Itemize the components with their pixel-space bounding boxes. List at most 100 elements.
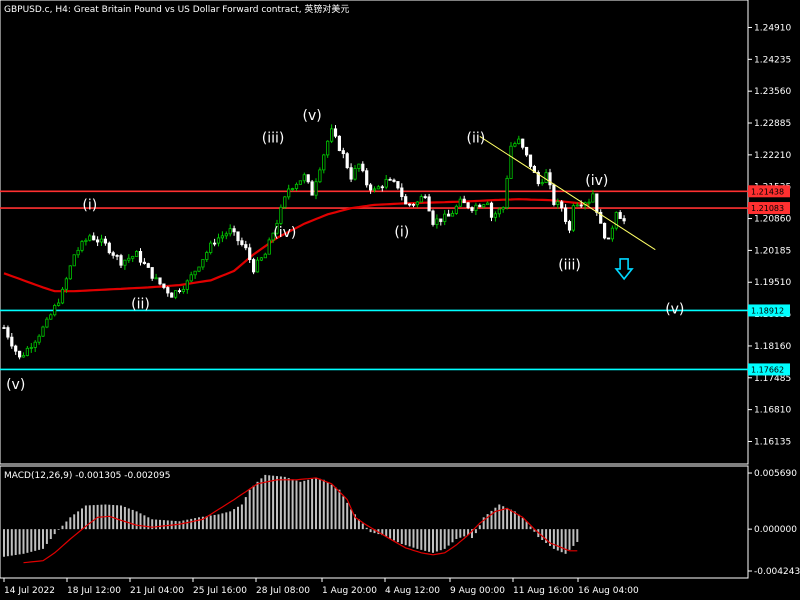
macd-histogram-bar bbox=[541, 529, 544, 540]
price-tick-label: 1.23560 bbox=[754, 87, 791, 97]
macd-histogram-bar bbox=[572, 529, 575, 546]
candle-body bbox=[170, 292, 174, 298]
macd-histogram-bar bbox=[474, 529, 477, 534]
macd-histogram-bar bbox=[533, 529, 536, 532]
macd-histogram-bar bbox=[502, 506, 505, 530]
macd-histogram-bar bbox=[155, 519, 158, 530]
candle-body bbox=[45, 318, 49, 328]
candle-body bbox=[411, 203, 416, 206]
wave-label: (iv) bbox=[273, 225, 296, 241]
candle-body bbox=[466, 202, 470, 208]
macd-histogram-bar bbox=[478, 525, 481, 530]
candle-body bbox=[567, 221, 572, 231]
candle-body bbox=[485, 202, 490, 206]
candle-body bbox=[53, 305, 57, 316]
macd-histogram-bar bbox=[190, 518, 193, 530]
candle-body bbox=[240, 240, 244, 245]
macd-histogram-bar bbox=[354, 514, 356, 530]
macd-histogram-bar bbox=[295, 480, 298, 530]
candle-body bbox=[431, 210, 435, 225]
macd-histogram-bar bbox=[34, 529, 37, 551]
candle-body bbox=[17, 350, 22, 358]
macd-histogram-bar bbox=[400, 529, 403, 544]
time-axis[interactable]: 14 Jul 2022 18 Jul 12:00 21 Jul 04:00 25 Ju… bbox=[3, 578, 639, 596]
candle-body bbox=[232, 228, 236, 233]
macd-pane[interactable]: MACD(12,26,9) -0.001305 -0.002095 bbox=[0, 465, 749, 579]
macd-histogram-bar bbox=[244, 497, 247, 530]
price-tick-label: 1.16810 bbox=[754, 406, 791, 416]
candle-body bbox=[201, 259, 205, 268]
macd-histogram-bar bbox=[69, 517, 72, 530]
macd-axis[interactable]: 0.005690 0.000000 -0.004243 bbox=[748, 469, 800, 577]
down-arrow-icon bbox=[614, 258, 634, 281]
macd-histogram-bar bbox=[264, 474, 267, 530]
candle-body bbox=[212, 242, 217, 245]
candle-body bbox=[96, 239, 100, 243]
time-tick-label: 11 Aug 16:00 bbox=[513, 586, 574, 596]
macd-histogram-bar bbox=[311, 478, 314, 530]
candle-body bbox=[224, 233, 228, 237]
macd-histogram-bar bbox=[42, 529, 44, 549]
macd-histogram-bar bbox=[30, 529, 33, 552]
candle-body bbox=[267, 239, 271, 255]
candle-body bbox=[329, 128, 334, 142]
candle-body bbox=[68, 265, 72, 280]
macd-pane-border bbox=[0, 465, 749, 579]
candle-body bbox=[536, 172, 540, 185]
macd-tick-label: -0.004243 bbox=[754, 567, 800, 577]
macd-histogram-bar bbox=[357, 519, 360, 530]
macd-histogram-bar bbox=[18, 529, 21, 555]
wave-label: (iii) bbox=[558, 258, 581, 274]
macd-histogram-bar bbox=[240, 504, 243, 530]
macd-histogram-bar bbox=[88, 505, 91, 530]
candle-body bbox=[361, 163, 365, 172]
candle-body bbox=[380, 186, 384, 189]
macd-histogram-bar bbox=[123, 506, 126, 530]
candle-body bbox=[302, 174, 306, 182]
candle-body bbox=[263, 253, 267, 259]
candle-body bbox=[154, 277, 158, 280]
candle-body bbox=[365, 170, 369, 186]
macd-histogram-bar bbox=[139, 513, 142, 530]
wave-label: (ii) bbox=[467, 131, 486, 147]
candle-body bbox=[474, 204, 478, 211]
candle-body bbox=[228, 228, 232, 235]
candle-body bbox=[10, 336, 14, 347]
macd-histogram-bar bbox=[463, 529, 466, 537]
macd-histogram-bar bbox=[494, 507, 497, 530]
macd-histogram-bar bbox=[84, 505, 87, 530]
candle-body bbox=[84, 239, 88, 242]
macd-histogram-bar bbox=[416, 529, 419, 549]
macd-histogram-bar bbox=[556, 529, 559, 551]
candle-body bbox=[111, 252, 115, 256]
candle-body bbox=[443, 213, 447, 222]
macd-histogram-bar bbox=[237, 506, 239, 530]
candle-body bbox=[478, 204, 482, 208]
candle-body bbox=[259, 257, 264, 261]
macd-histogram-bar bbox=[315, 477, 317, 530]
candle-body bbox=[119, 255, 123, 266]
price-pane[interactable]: (v) (i) (ii) (iii) (v) (iv) (i) (ii) (iv) (iii) (v… bbox=[0, 0, 749, 465]
candle-body bbox=[251, 259, 256, 273]
time-tick-label: 9 Aug 00:00 bbox=[450, 586, 505, 596]
macd-histogram-bar bbox=[127, 508, 130, 530]
candle-body bbox=[357, 163, 361, 169]
candle-body bbox=[396, 181, 400, 189]
wave-label: (ii) bbox=[131, 297, 150, 313]
macd-histogram-bar bbox=[299, 481, 302, 530]
candle-body bbox=[99, 238, 104, 243]
candle-body bbox=[614, 212, 618, 229]
candle-body bbox=[2, 327, 6, 329]
candle-body bbox=[138, 251, 143, 263]
candle-body bbox=[579, 204, 583, 207]
macd-histogram-bar bbox=[447, 529, 450, 546]
macd-signal-line bbox=[23, 477, 578, 564]
macd-histogram-bar bbox=[73, 514, 76, 530]
candle-body bbox=[392, 179, 396, 182]
candle-body bbox=[525, 146, 529, 156]
level-tags: 1.21438 1.21083 1.18912 1.17662 bbox=[748, 185, 790, 376]
macd-histogram-bar bbox=[467, 529, 470, 536]
candle-body bbox=[458, 198, 462, 207]
candle-body bbox=[76, 249, 80, 256]
